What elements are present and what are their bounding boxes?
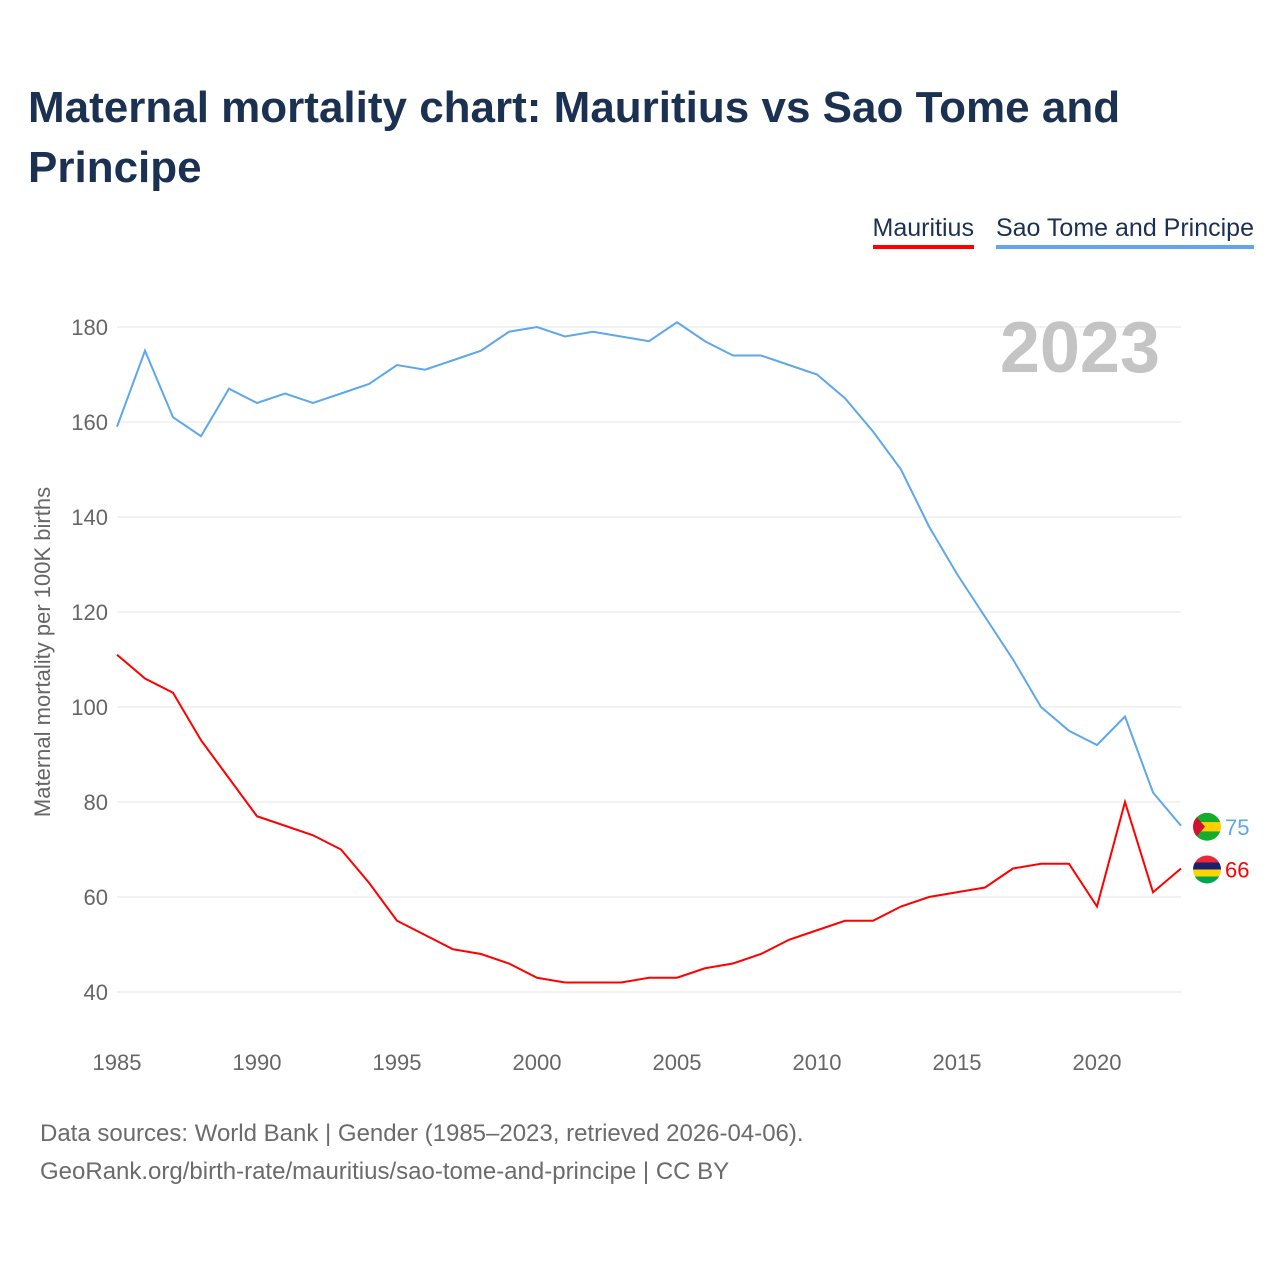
- end-value-label: 75: [1225, 815, 1249, 840]
- legend-sao-tome[interactable]: Sao Tome and Principe: [995, 214, 1254, 249]
- flag-stripe: [1193, 822, 1221, 832]
- flag-stripe: [1193, 869, 1221, 877]
- y-tick-label: 100: [71, 695, 108, 720]
- source-line-2: GeoRank.org/birth-rate/mauritius/sao-tom…: [40, 1158, 730, 1185]
- flag-stripe: [1193, 855, 1221, 863]
- y-axis-label: Maternal mortality per 100K births: [30, 487, 55, 817]
- y-tick-label: 60: [84, 885, 108, 910]
- flag-stripe: [1193, 812, 1221, 823]
- end-value-label: 66: [1225, 858, 1249, 883]
- x-tick-label: 2010: [793, 1050, 842, 1075]
- year-label: 2023: [1000, 308, 1160, 388]
- series-line-sao-tome: [116, 321, 1182, 827]
- y-tick-label: 120: [71, 600, 108, 625]
- flag-stripe: [1193, 831, 1221, 841]
- x-tick-label: 2015: [933, 1050, 982, 1075]
- mauritius-flag-icon: [1193, 855, 1221, 884]
- legend: Mauritius Sao Tome and Principe: [872, 214, 1254, 249]
- flag-stripe: [1193, 862, 1221, 870]
- y-tick-label: 180: [71, 315, 108, 340]
- x-tick-label: 1995: [373, 1050, 422, 1075]
- x-tick-label: 1985: [93, 1050, 142, 1075]
- y-tick-label: 160: [71, 410, 108, 435]
- flag-stripe: [1193, 876, 1221, 884]
- x-tick-label: 2005: [653, 1050, 702, 1075]
- series-line-mauritius: [116, 653, 1182, 984]
- x-tick-label: 2000: [513, 1050, 562, 1075]
- x-tick-label: 1990: [233, 1050, 282, 1075]
- chart-title: Maternal mortality chart: Mauritius vs S…: [28, 83, 1121, 192]
- sao-tome-flag-icon: [1193, 812, 1221, 841]
- flag-triangle: [1193, 812, 1205, 841]
- y-tick-label: 140: [71, 505, 108, 530]
- y-tick-label: 80: [84, 790, 108, 815]
- legend-mauritius[interactable]: Mauritius: [872, 214, 974, 249]
- source-line-1: Data sources: World Bank | Gender (1985–…: [40, 1120, 804, 1147]
- x-tick-label: 2020: [1073, 1050, 1122, 1075]
- y-tick-label: 40: [84, 980, 108, 1005]
